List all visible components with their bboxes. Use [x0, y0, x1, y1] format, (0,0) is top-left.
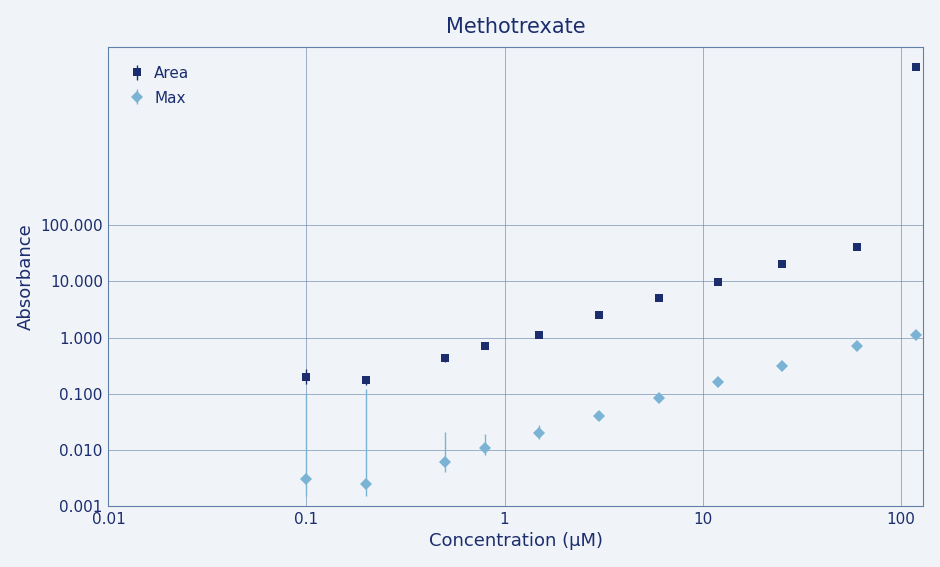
Title: Methotrexate: Methotrexate [446, 16, 586, 37]
Legend: Area, Max: Area, Max [116, 54, 202, 118]
X-axis label: Concentration (μM): Concentration (μM) [429, 532, 603, 551]
Y-axis label: Absorbance: Absorbance [17, 223, 35, 330]
